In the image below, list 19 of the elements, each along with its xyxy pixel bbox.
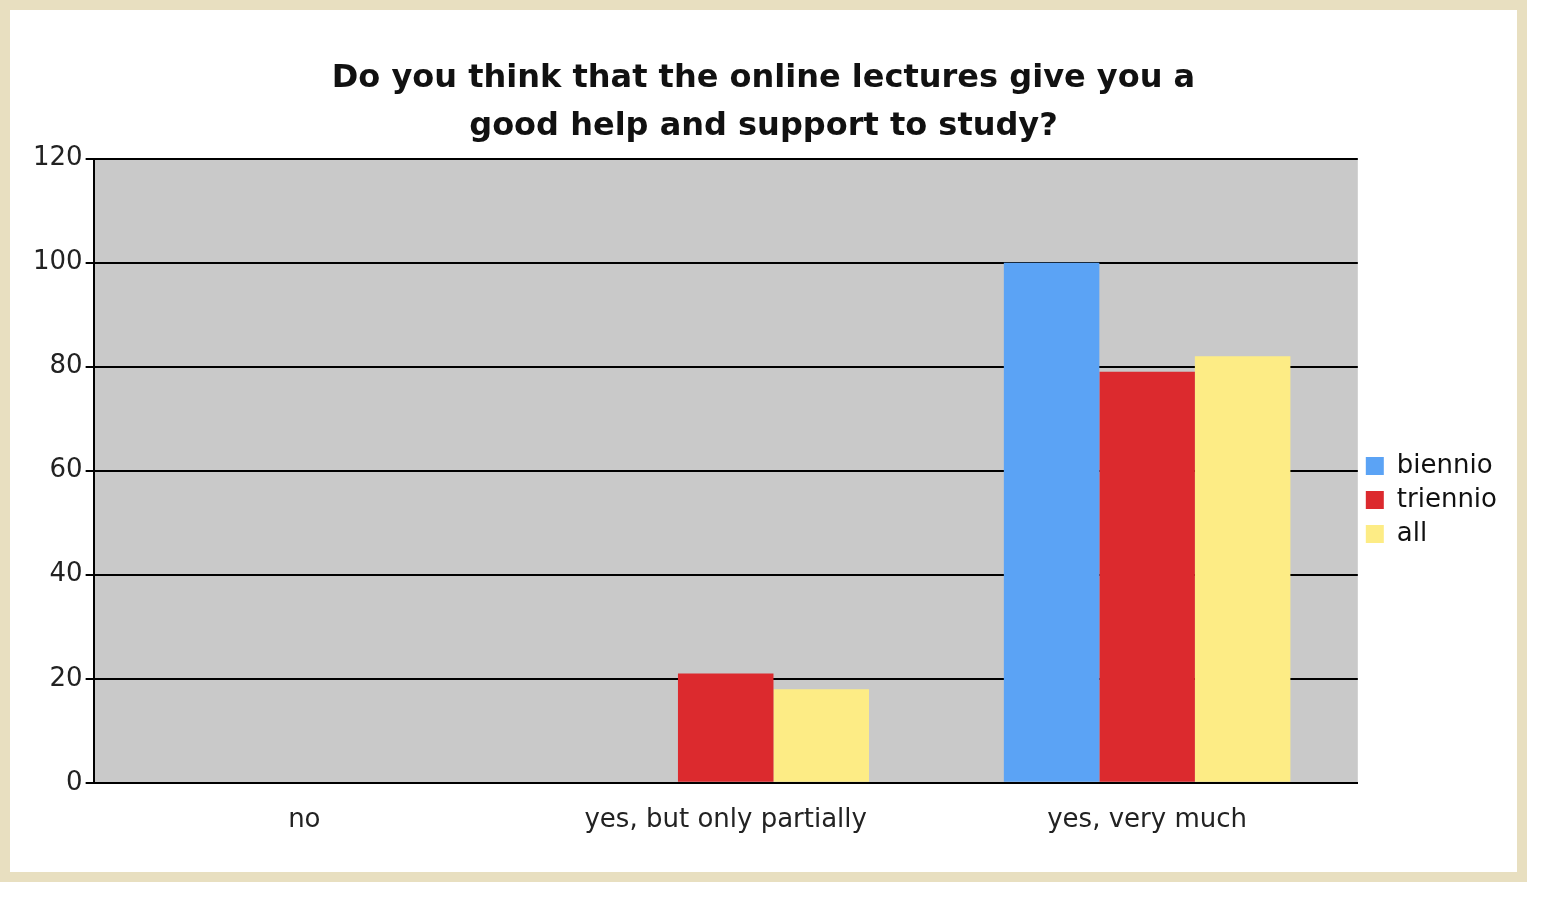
bar <box>773 689 869 782</box>
y-tick-label: 60 <box>49 453 83 484</box>
chart-title: Do you think that the online lectures give you a good help and support to study? <box>330 56 1197 143</box>
y-tick-label: 40 <box>49 557 83 588</box>
x-tick-label: yes, very much <box>1047 803 1247 834</box>
legend-label: biennio <box>1396 448 1493 479</box>
legend-label: all <box>1396 516 1428 547</box>
y-tick-label: 80 <box>49 349 83 380</box>
x-tick-label: no <box>288 803 321 834</box>
bar <box>1003 262 1100 782</box>
bar <box>1194 356 1291 782</box>
y-tick-label: 120 <box>32 141 83 172</box>
x-tick-label: yes, but only partially <box>584 803 867 834</box>
y-tick-label: 100 <box>32 245 83 276</box>
bar <box>1099 371 1195 782</box>
y-tick-label: 0 <box>66 765 83 796</box>
y-tick-label: 20 <box>49 661 83 692</box>
legend-label: triennio <box>1396 482 1498 513</box>
bar <box>677 673 774 782</box>
